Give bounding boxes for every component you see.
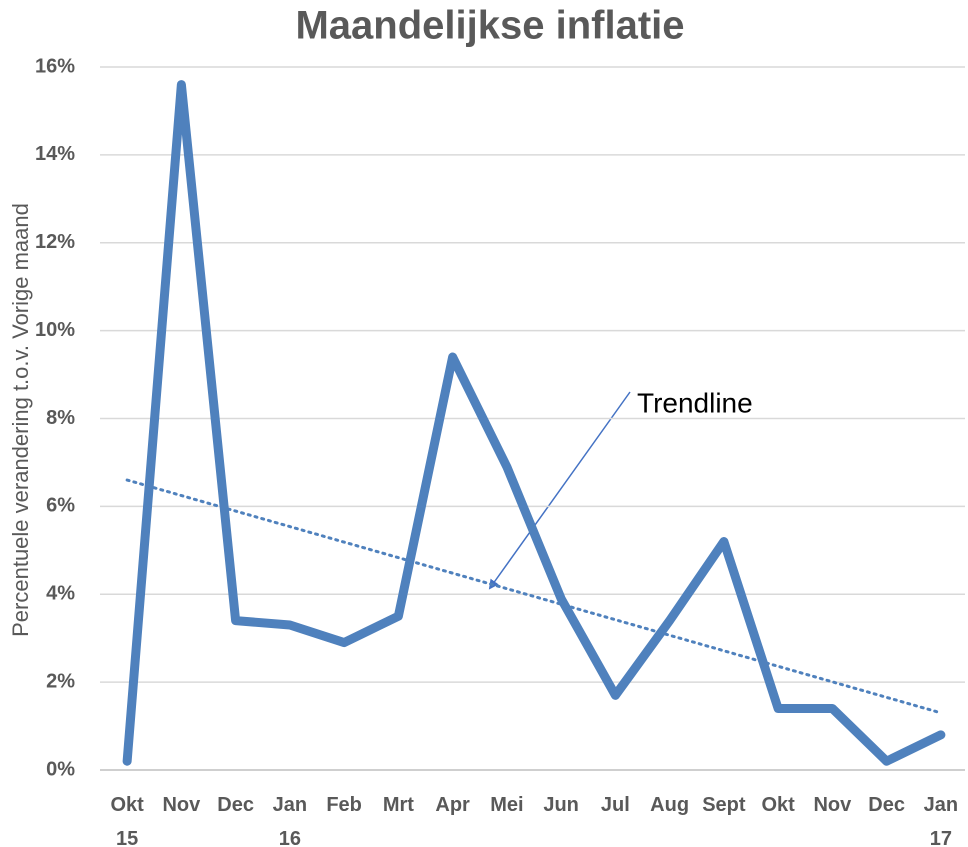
x-tick-label: Jul	[601, 794, 630, 816]
annotation-arrow	[488, 391, 631, 590]
y-tick-label: 16%	[35, 55, 75, 77]
x-tick-label: Feb	[326, 794, 362, 816]
y-tick-label: 0%	[46, 758, 75, 780]
x-tick-label: Sept	[702, 794, 746, 816]
x-tick-label: Apr	[435, 794, 470, 816]
y-tick-label: 10%	[35, 319, 75, 341]
chart-title: Maandelijkse inflatie	[295, 4, 684, 48]
trendline	[125, 478, 943, 715]
x-tick-label: Okt	[761, 794, 795, 816]
data-line	[122, 80, 946, 766]
axes: 0% 2% 4% 6% 8% 10% 12% 14% 16% Okt 15 Nov Dec Jan 16 Fe…	[35, 55, 965, 847]
y-tick-label: 14%	[35, 143, 75, 165]
x-tick-label: Dec	[217, 794, 254, 816]
y-tick-label: 8%	[46, 407, 75, 429]
x-tick-label: Jan 17	[924, 794, 958, 847]
x-tick-label: Jun	[543, 794, 579, 816]
y-axis-label: Percentuele verandering t.o.v. Vorige ma…	[8, 203, 33, 637]
y-tick-label: 6%	[46, 495, 75, 517]
x-tick-label: Nov	[813, 794, 852, 816]
x-tick-label: Mrt	[383, 794, 414, 816]
x-tick-label: Mei	[490, 794, 523, 816]
x-tick-label: Aug	[650, 794, 689, 816]
y-tick-label: 12%	[35, 231, 75, 253]
x-tick-label: Dec	[868, 794, 905, 816]
y-tick-label: 2%	[46, 670, 75, 692]
x-tick-label: Nov	[162, 794, 201, 816]
x-tick-label: Jan 16	[273, 794, 307, 847]
annotation: Trendline	[637, 387, 753, 418]
x-tick-label: Okt 15	[110, 794, 144, 847]
y-tick-label: 4%	[46, 583, 75, 605]
